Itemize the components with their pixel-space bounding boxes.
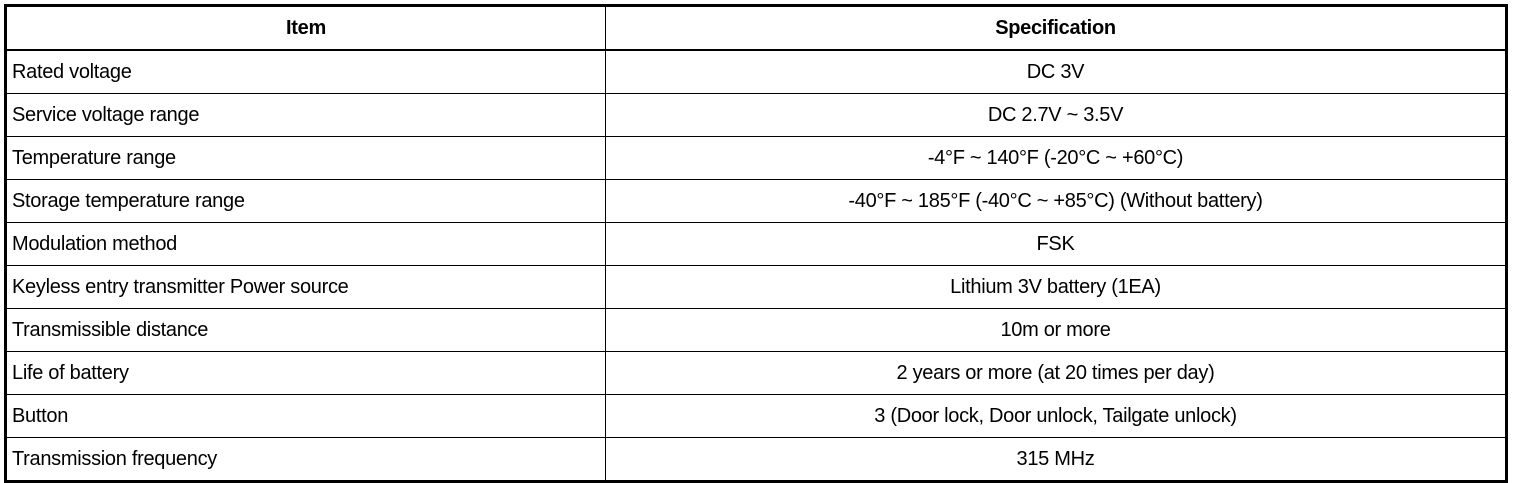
table-row: Modulation method FSK <box>5 222 1507 266</box>
item-cell: Keyless entry transmitter Power source <box>5 265 606 309</box>
table-row: Transmission frequency 315 MHz <box>5 437 1507 482</box>
table-header-row: Item Specification <box>5 5 1507 51</box>
item-cell: Transmissible distance <box>5 308 606 352</box>
item-cell: Modulation method <box>5 222 606 266</box>
specification-cell: 315 MHz <box>605 437 1507 482</box>
specification-table: Item Specification Rated voltage DC 3V Ser… <box>4 4 1508 483</box>
specification-cell: 3 (Door lock, Door unlock, Tailgate unlo… <box>605 394 1507 438</box>
table-row: Service voltage range DC 2.7V ~ 3.5V <box>5 93 1507 137</box>
table-row: Rated voltage DC 3V <box>5 49 1507 94</box>
item-cell: Temperature range <box>5 136 606 180</box>
table-row: Transmissible distance 10m or more <box>5 308 1507 352</box>
item-cell: Transmission frequency <box>5 437 606 482</box>
item-cell: Service voltage range <box>5 93 606 137</box>
header-specification: Specification <box>605 5 1507 51</box>
table-row: Temperature range -4°F ~ 140°F (-20°C ~ +… <box>5 136 1507 180</box>
specification-cell: -40°F ~ 185°F (-40°C ~ +85°C) (Without b… <box>605 179 1507 223</box>
specification-cell: Lithium 3V battery (1EA) <box>605 265 1507 309</box>
specification-cell: DC 3V <box>605 49 1507 94</box>
specification-cell: FSK <box>605 222 1507 266</box>
specification-cell: 10m or more <box>605 308 1507 352</box>
specification-cell: -4°F ~ 140°F (-20°C ~ +60°C) <box>605 136 1507 180</box>
item-cell: Life of battery <box>5 351 606 395</box>
item-cell: Button <box>5 394 606 438</box>
table-row: Life of battery 2 years or more (at 20 ti… <box>5 351 1507 395</box>
table-row: Keyless entry transmitter Power source Li… <box>5 265 1507 309</box>
specification-cell: 2 years or more (at 20 times per day) <box>605 351 1507 395</box>
header-item: Item <box>5 5 606 51</box>
item-cell: Rated voltage <box>5 49 606 94</box>
table-row: Button 3 (Door lock, Door unlock, Tailgat… <box>5 394 1507 438</box>
table-row: Storage temperature range -40°F ~ 185°F (… <box>5 179 1507 223</box>
item-cell: Storage temperature range <box>5 179 606 223</box>
specification-cell: DC 2.7V ~ 3.5V <box>605 93 1507 137</box>
